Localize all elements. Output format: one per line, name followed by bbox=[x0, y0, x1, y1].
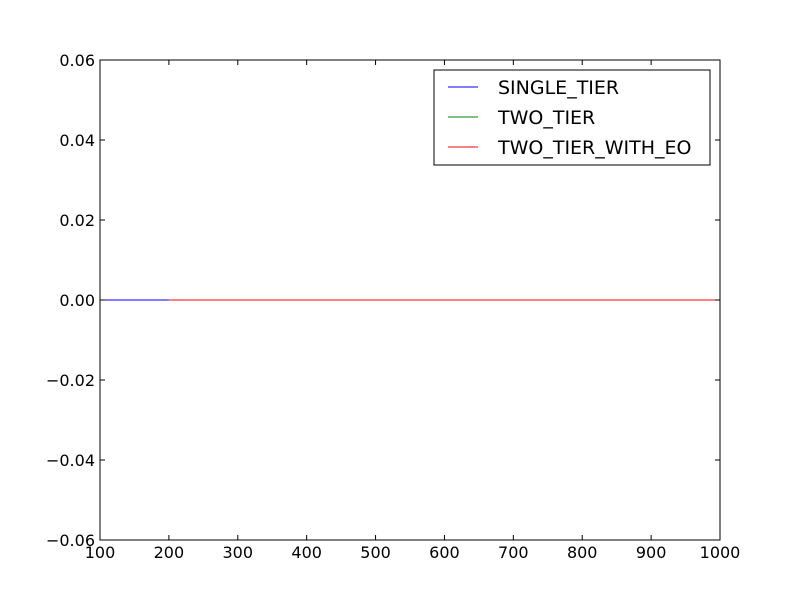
x-tick-label: 300 bbox=[223, 543, 254, 562]
y-tick-label: 0.00 bbox=[59, 291, 95, 310]
x-tick-label: 900 bbox=[636, 543, 667, 562]
y-tick-label: 0.06 bbox=[59, 51, 95, 70]
tick-layer: 100 200 300 400 500 600 700 800 900 1000 0.06 0.04 0… bbox=[46, 51, 740, 562]
y-tick-label: −0.02 bbox=[46, 371, 95, 390]
y-tick-label: −0.06 bbox=[46, 531, 95, 550]
y-tick-label: 0.02 bbox=[59, 211, 95, 230]
x-tick-label: 100 bbox=[85, 543, 116, 562]
legend-label-two-tier-with-eo: TWO_TIER_WITH_EO bbox=[497, 137, 692, 159]
x-tick-label: 400 bbox=[291, 543, 322, 562]
legend: SINGLE_TIER TWO_TIER TWO_TIER_WITH_EO bbox=[433, 69, 711, 166]
x-tick-label: 700 bbox=[498, 543, 529, 562]
x-tick-label: 600 bbox=[429, 543, 460, 562]
legend-label-single-tier: SINGLE_TIER bbox=[498, 77, 619, 99]
legend-box bbox=[433, 69, 711, 166]
x-tick-label: 800 bbox=[567, 543, 598, 562]
y-tick-label: 0.04 bbox=[59, 131, 95, 150]
y-tick-label: −0.04 bbox=[46, 451, 95, 470]
x-tick-label: 1000 bbox=[700, 543, 741, 562]
legend-label-two-tier: TWO_TIER bbox=[497, 107, 595, 129]
x-tick-label: 200 bbox=[154, 543, 185, 562]
x-tick-label: 500 bbox=[360, 543, 391, 562]
